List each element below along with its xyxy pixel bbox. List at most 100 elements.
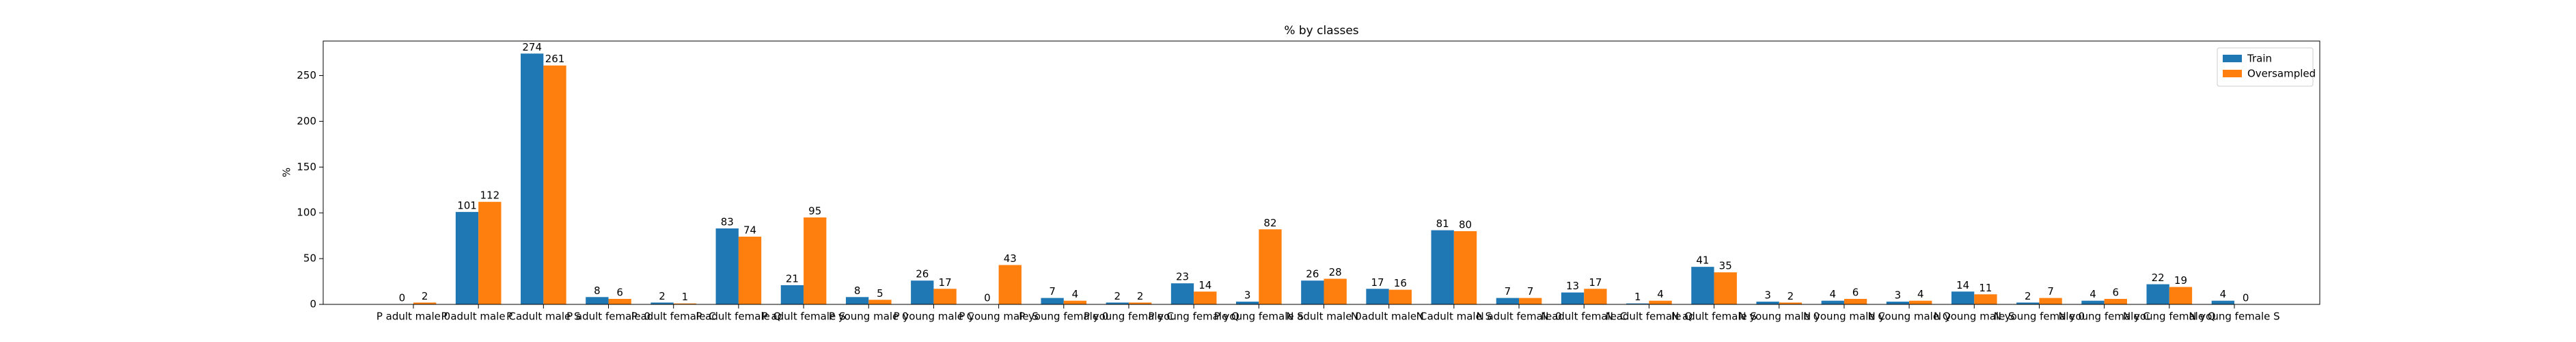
bar (1974, 294, 1997, 304)
bar (1561, 292, 1585, 304)
x-tick-label: P adult female C (631, 311, 716, 323)
data-label: 23 (1176, 271, 1189, 283)
data-label: 3 (1244, 289, 1251, 301)
bar (1519, 298, 1542, 304)
bar (1779, 302, 1803, 304)
bar (478, 202, 502, 304)
bar (2081, 300, 2105, 304)
data-label: 3 (1895, 289, 1902, 301)
data-label: 7 (1049, 285, 1056, 298)
bar (1324, 278, 1347, 304)
data-label: 16 (1394, 277, 1407, 289)
x-tick-label: N young female 0 (1994, 311, 2085, 323)
data-label: 1 (682, 291, 689, 303)
x-tick-label: N young male Q (1868, 311, 1951, 323)
bar (1844, 298, 1867, 304)
x-tick-label: P young male S (959, 311, 1039, 323)
data-label: 14 (1198, 279, 1211, 291)
legend-swatch (2223, 55, 2242, 62)
data-label: 101 (457, 199, 477, 211)
x-tick-label: N young female Q (2123, 311, 2216, 323)
y-tick-label: 150 (297, 161, 316, 173)
legend-swatch (2223, 70, 2242, 77)
bar (1649, 300, 1672, 304)
y-tick-label: 250 (297, 69, 316, 81)
bar (911, 280, 934, 304)
data-label: 7 (2047, 285, 2054, 298)
x-tick-label: N adult female C (1541, 311, 1627, 323)
bar (1063, 300, 1087, 304)
bar (543, 65, 566, 305)
bar (1714, 272, 1737, 304)
x-tick-label: P young male C (894, 311, 974, 323)
bar (2169, 287, 2193, 304)
data-label: 5 (877, 287, 883, 300)
bar (1128, 302, 1152, 304)
data-label: 0 (984, 292, 991, 304)
bar (1886, 301, 1910, 304)
bar (2104, 298, 2127, 304)
data-label: 17 (939, 276, 952, 289)
bar (2039, 298, 2062, 304)
bar (1691, 267, 1714, 304)
data-label: 26 (916, 268, 929, 280)
chart-title: % by classes (1284, 24, 1358, 38)
bar (845, 297, 869, 304)
data-label: 4 (2089, 288, 2096, 300)
x-tick-label: P young female S (1214, 311, 1304, 323)
bar (1453, 231, 1477, 304)
data-label: 80 (1459, 218, 1472, 231)
y-tick-label: 100 (297, 207, 316, 219)
data-label: 19 (2174, 274, 2187, 287)
data-label: 261 (545, 53, 565, 65)
x-tick-label: N adult male 0 (1286, 311, 1362, 323)
data-label: 0 (2243, 292, 2249, 304)
bar (1496, 298, 1520, 304)
bar (2016, 302, 2040, 304)
data-label: 0 (399, 292, 406, 304)
data-label: 6 (1852, 286, 1859, 298)
bar (1366, 289, 1389, 304)
bar (868, 300, 892, 304)
data-label: 82 (1263, 217, 1276, 229)
x-tick-label: P young female 0 (1019, 311, 1108, 323)
y-tick-label: 50 (303, 252, 316, 265)
x-tick-label: N young male C (1803, 311, 1885, 323)
bar (1388, 289, 1412, 304)
bar (413, 302, 437, 304)
x-tick-label: P young female C (1084, 311, 1174, 323)
bar (650, 302, 674, 304)
data-label: 14 (1956, 279, 1969, 291)
bar (1170, 283, 1194, 304)
x-tick-label: N adult male C (1351, 311, 1427, 323)
data-label: 4 (1829, 288, 1836, 300)
data-label: 8 (594, 285, 601, 297)
x-tick-label: P adult male C (441, 311, 516, 323)
data-label: 112 (480, 189, 500, 202)
data-label: 83 (721, 215, 734, 228)
bar (1951, 291, 1975, 304)
data-label: 2 (2025, 290, 2031, 302)
data-label: 13 (1566, 280, 1579, 292)
bar (780, 285, 804, 304)
x-tick-label: N adult female S (1671, 311, 1757, 323)
x-tick-label: P adult female Q (696, 311, 781, 323)
x-tick-label: P young female Q (1148, 311, 1239, 323)
data-label: 28 (1329, 266, 1342, 278)
x-tick-label: P young male 0 (829, 311, 909, 323)
bar (1236, 301, 1259, 304)
bar (1909, 300, 1932, 304)
data-label: 6 (616, 286, 623, 298)
data-label: 3 (1764, 289, 1771, 301)
bar (1041, 298, 1064, 304)
data-label: 2 (1137, 290, 1144, 302)
bar (1821, 300, 1844, 304)
data-label: 4 (1917, 288, 1924, 300)
x-tick-label: N young female C (2058, 311, 2150, 323)
bar (2211, 300, 2234, 304)
data-label: 7 (1527, 285, 1534, 298)
data-label: 274 (522, 41, 542, 53)
data-label: 2 (1114, 290, 1121, 302)
x-tick-label: N young female S (2189, 311, 2279, 323)
